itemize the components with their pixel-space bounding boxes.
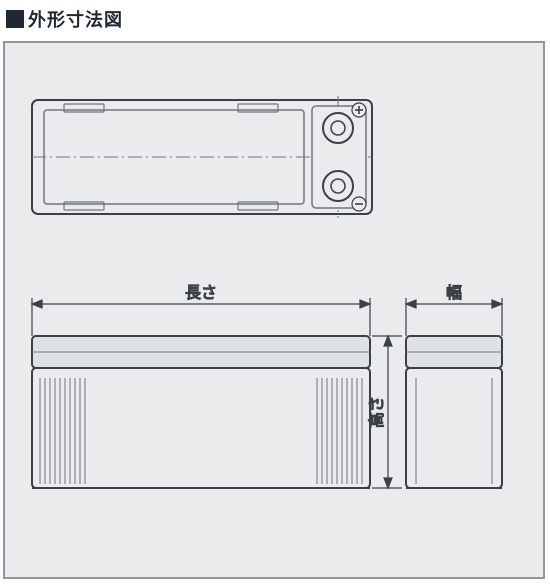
dim-width-label: 幅 xyxy=(446,284,462,302)
dim-length-label: 長さ xyxy=(185,284,217,302)
page: 外形寸法図 xyxy=(0,0,550,584)
diagram-title: 外形寸法図 xyxy=(28,6,123,32)
dim-height-label: 高さ xyxy=(368,396,386,428)
title-row: 外形寸法図 xyxy=(6,6,123,32)
top-view xyxy=(32,96,372,218)
diagram-svg: 長さ 幅 xyxy=(0,0,550,584)
front-view xyxy=(32,336,370,488)
title-bullet-square xyxy=(6,10,24,28)
side-view xyxy=(406,336,502,488)
